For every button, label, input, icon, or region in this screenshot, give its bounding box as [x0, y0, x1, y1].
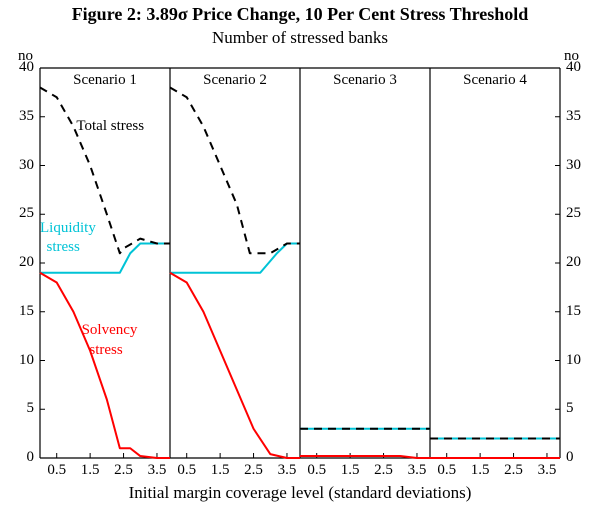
y-tick-right-10: 10 — [566, 352, 581, 369]
y-tick-right-0: 0 — [566, 449, 574, 466]
series-total — [170, 88, 300, 254]
series-label-liquidity: Liquidity — [40, 220, 96, 237]
y-tick-right-40: 40 — [566, 59, 581, 76]
y-tick-right-35: 35 — [566, 108, 581, 125]
series-label-total: Total stress — [76, 118, 144, 135]
series-solvency — [40, 273, 170, 458]
y-tick-left-25: 25 — [0, 205, 34, 222]
x-tick-2-2.5: 2.5 — [370, 462, 398, 479]
y-tick-right-5: 5 — [566, 400, 574, 417]
x-tick-2-1.5: 1.5 — [336, 462, 364, 479]
x-tick-3-2.5: 2.5 — [500, 462, 528, 479]
y-tick-left-40: 40 — [0, 59, 34, 76]
x-tick-0-1.5: 1.5 — [76, 462, 104, 479]
y-tick-left-20: 20 — [0, 254, 34, 271]
x-tick-2-3.5: 3.5 — [403, 462, 431, 479]
y-tick-left-15: 15 — [0, 303, 34, 320]
y-tick-left-35: 35 — [0, 108, 34, 125]
series-label-solvency2: stress — [89, 342, 122, 359]
x-tick-1-1.5: 1.5 — [206, 462, 234, 479]
series-label-solvency: Solvency — [82, 322, 138, 339]
y-tick-left-5: 5 — [0, 400, 34, 417]
figure-root: Figure 2: 3.89σ Price Change, 10 Per Cen… — [0, 0, 600, 509]
x-tick-1-2.5: 2.5 — [240, 462, 268, 479]
y-tick-right-20: 20 — [566, 254, 581, 271]
y-tick-left-0: 0 — [0, 449, 34, 466]
x-tick-0-0.5: 0.5 — [43, 462, 71, 479]
series-liquidity — [170, 244, 300, 273]
panel-title-3: Scenario 4 — [430, 72, 560, 89]
panel-title-2: Scenario 3 — [300, 72, 430, 89]
x-tick-3-1.5: 1.5 — [466, 462, 494, 479]
series-label-liquidity2: stress — [47, 239, 80, 256]
y-tick-right-25: 25 — [566, 205, 581, 222]
x-tick-1-3.5: 3.5 — [273, 462, 301, 479]
x-tick-3-0.5: 0.5 — [433, 462, 461, 479]
x-tick-1-0.5: 0.5 — [173, 462, 201, 479]
x-tick-2-0.5: 0.5 — [303, 462, 331, 479]
x-tick-3-3.5: 3.5 — [533, 462, 561, 479]
y-tick-left-10: 10 — [0, 352, 34, 369]
series-solvency — [170, 273, 300, 458]
y-tick-left-30: 30 — [0, 157, 34, 174]
panel-title-0: Scenario 1 — [40, 72, 170, 89]
y-tick-right-15: 15 — [566, 303, 581, 320]
panel-title-1: Scenario 2 — [170, 72, 300, 89]
y-tick-right-30: 30 — [566, 157, 581, 174]
x-tick-0-2.5: 2.5 — [110, 462, 138, 479]
x-tick-0-3.5: 3.5 — [143, 462, 171, 479]
